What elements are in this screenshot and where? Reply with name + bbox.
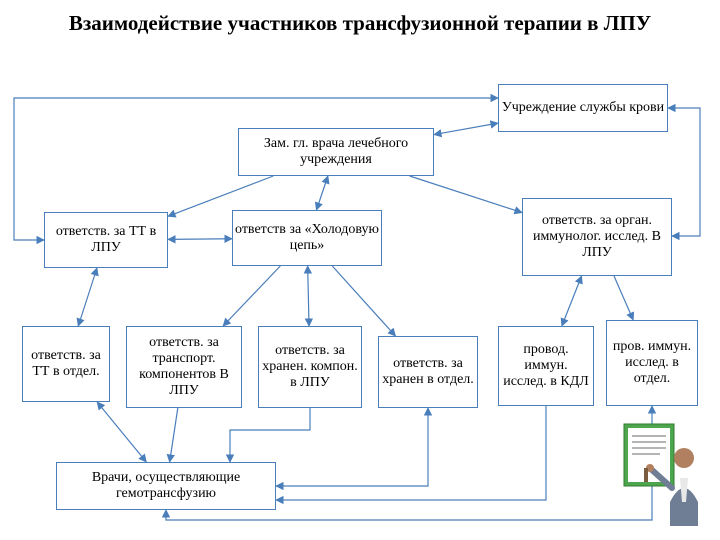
node-n_st: ответств. за хранен. компон. в ЛПУ — [258, 326, 362, 408]
edge-elbow — [668, 108, 700, 236]
edge-elbow — [276, 406, 546, 500]
node-n_tr: ответств. за транспорт. компонентов В ЛП… — [126, 326, 242, 408]
node-n_ttd: ответств. за ТТ в отдел. — [22, 326, 110, 402]
diagram-title: Взаимодействие участников трансфузионной… — [0, 10, 720, 36]
node-n_cold: ответств за «Холодовую цепь» — [232, 210, 382, 266]
edge — [614, 276, 633, 320]
edge — [97, 402, 146, 462]
edge — [168, 239, 232, 240]
node-n_immL: ответств. за орган. иммунолог. исслед. В… — [522, 198, 672, 276]
node-n_doc: Врачи, осуществляющие гемотрансфузию — [56, 462, 276, 510]
edge — [410, 176, 522, 213]
node-n_usk: Учреждение службы крови — [498, 84, 668, 132]
node-n_zam: Зам. гл. врача лечебного учреждения — [238, 128, 434, 176]
edge — [223, 266, 280, 326]
node-n_kdl: провод. иммун. исслед. в КДЛ — [498, 326, 594, 406]
edge — [562, 276, 582, 326]
edge — [316, 176, 327, 210]
node-n_prov: пров. иммун. исслед. в отдел. — [606, 320, 698, 406]
edge — [308, 266, 309, 326]
edge — [78, 268, 97, 326]
presenter-figure-icon — [622, 422, 712, 532]
node-n_std: ответств. за хранен в отдел. — [378, 336, 478, 408]
edge-elbow — [276, 408, 428, 486]
node-n_tt: ответств. за ТТ в ЛПУ — [44, 212, 168, 268]
edge — [170, 408, 178, 462]
edge-elbow — [230, 408, 310, 462]
edge — [434, 123, 498, 134]
